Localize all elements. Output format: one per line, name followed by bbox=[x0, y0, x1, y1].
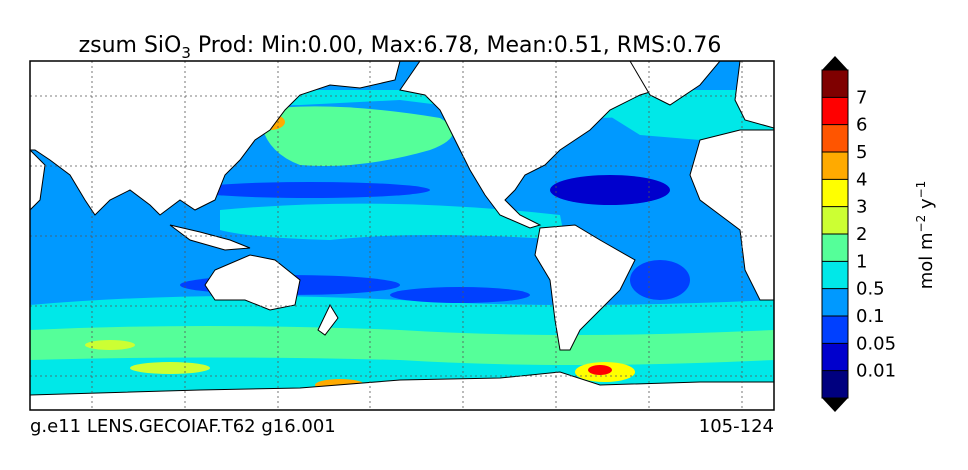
label-exponent: −1 bbox=[914, 181, 928, 199]
land-antarctica bbox=[30, 371, 774, 410]
colorbar-box bbox=[822, 97, 848, 125]
land-australia bbox=[204, 254, 301, 311]
colorbar-tick-label: 3 bbox=[856, 197, 867, 218]
land-indonesia bbox=[169, 224, 251, 251]
equatorial-band bbox=[220, 203, 565, 240]
colorbar-box bbox=[822, 206, 848, 234]
patch bbox=[130, 362, 210, 374]
label-part: y bbox=[916, 198, 937, 215]
colorbar-tick-label: 1 bbox=[856, 251, 867, 272]
land-europe bbox=[734, 61, 774, 129]
footer-left: g.e11 LENS.GECOIAF.T62 g16.001 bbox=[30, 416, 336, 437]
colorbar-label: mol m−2 y−1 bbox=[914, 181, 937, 290]
gyre bbox=[190, 182, 430, 198]
patch bbox=[588, 365, 612, 375]
colorbar-box bbox=[822, 343, 848, 371]
land-africa-west bbox=[30, 149, 46, 211]
label-part: mol m bbox=[916, 232, 937, 289]
colorbar-box bbox=[822, 152, 848, 180]
gyre bbox=[630, 260, 690, 300]
colorbar-tick-label: 2 bbox=[856, 224, 867, 245]
map-title: zsum SiO3 Prod: Min:0.00, Max:6.78, Mean… bbox=[79, 33, 722, 62]
colorbar-tick-label: 0.1 bbox=[856, 306, 885, 327]
colorbar-tick-label: 0.01 bbox=[856, 361, 896, 382]
colorbar-box bbox=[822, 234, 848, 262]
colorbar-tick-label: 7 bbox=[856, 87, 867, 108]
colorbar-box bbox=[822, 179, 848, 207]
colorbar-extend-bottom bbox=[822, 398, 848, 412]
label-exponent: −2 bbox=[914, 215, 928, 233]
land-new-zealand bbox=[317, 303, 339, 336]
colorbar-tick-label: 5 bbox=[856, 142, 867, 163]
title-subscript: 3 bbox=[181, 44, 191, 62]
graticule bbox=[30, 61, 774, 410]
colorbar-tick-label: 0.05 bbox=[856, 333, 896, 354]
footer-right: 105-124 bbox=[699, 416, 774, 437]
colorbar-box bbox=[822, 124, 848, 152]
colorbar-box bbox=[822, 288, 848, 316]
southern-green bbox=[30, 326, 774, 365]
north-pacific bbox=[260, 106, 453, 166]
land-south-america bbox=[534, 224, 636, 351]
colorbar: 0.01 0.05 0.1 0.5 1 2 3 4 5 6 7 bbox=[821, 56, 896, 412]
colorbar-box bbox=[822, 316, 848, 344]
gyre bbox=[550, 175, 670, 205]
gyre bbox=[390, 287, 530, 303]
land-asia bbox=[30, 61, 401, 216]
colorbar-tick-label: 0.5 bbox=[856, 279, 885, 300]
patch bbox=[85, 340, 135, 350]
land-africa bbox=[689, 129, 774, 301]
colorbar-box bbox=[822, 70, 848, 98]
map-frame bbox=[29, 60, 775, 411]
colorbar-tick-label: 6 bbox=[856, 115, 867, 136]
title-rest: Prod: Min:0.00, Max:6.78, Mean:0.51, RMS… bbox=[191, 33, 722, 58]
colorbar-box bbox=[822, 370, 848, 398]
colorbar-tick-label: 4 bbox=[856, 169, 867, 190]
land-greenland bbox=[629, 61, 721, 106]
title-main: zsum SiO bbox=[79, 33, 182, 58]
colorbar-box bbox=[822, 261, 848, 289]
land-north-america bbox=[399, 61, 701, 229]
map bbox=[30, 61, 774, 410]
colorbar-extend-top bbox=[822, 56, 848, 70]
